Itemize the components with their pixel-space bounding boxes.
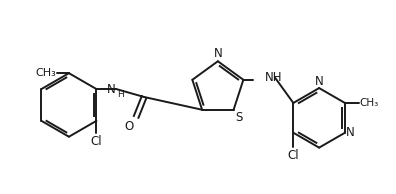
Text: H: H xyxy=(117,90,124,99)
Text: Cl: Cl xyxy=(287,149,299,162)
Text: N: N xyxy=(315,75,324,88)
Text: N: N xyxy=(107,83,115,96)
Text: O: O xyxy=(124,120,133,133)
Text: CH₃: CH₃ xyxy=(360,98,379,108)
Text: CH₃: CH₃ xyxy=(35,68,56,78)
Text: N: N xyxy=(346,126,355,139)
Text: N: N xyxy=(213,47,222,60)
Text: NH: NH xyxy=(265,71,283,84)
Text: S: S xyxy=(236,111,243,124)
Text: Cl: Cl xyxy=(91,135,102,148)
